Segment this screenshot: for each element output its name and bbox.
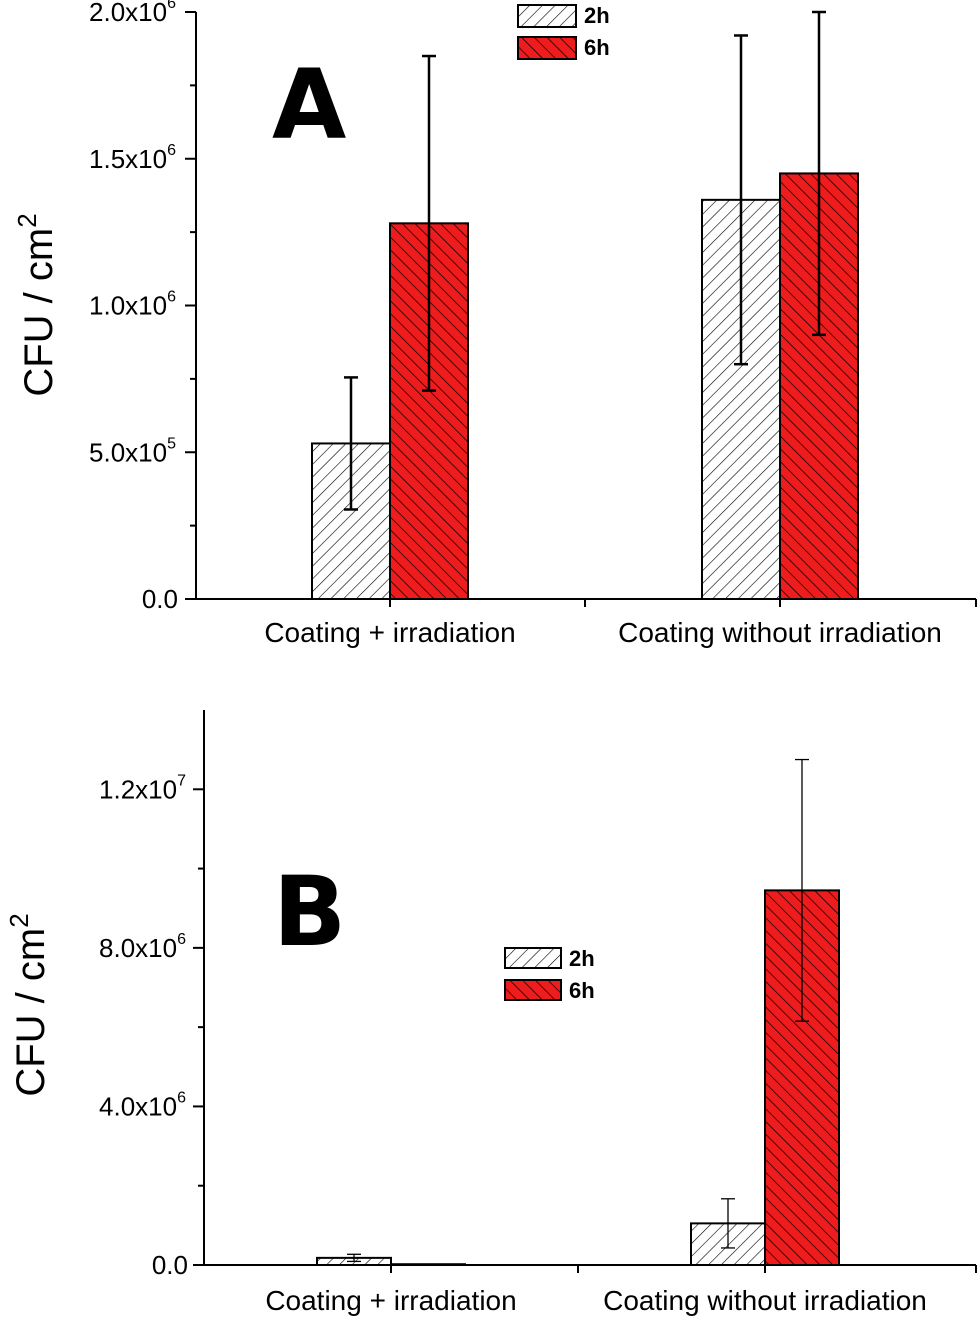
legend-label-6h: 6h bbox=[569, 978, 595, 1003]
panel-b-chart: 0.0 4.0x106 8.0x106 1.2x107 Coating + irradi… bbox=[4, 710, 977, 1316]
category-label: Coating + irradiation bbox=[264, 617, 515, 648]
legend-swatch-6h bbox=[504, 979, 562, 1001]
y-tick-label: 2.0x106 bbox=[89, 0, 176, 27]
legend-label-2h: 2h bbox=[584, 3, 610, 28]
panel-label: A bbox=[272, 49, 346, 161]
bar-6h-irradiation bbox=[390, 1263, 466, 1267]
category-label: Coating without irradiation bbox=[603, 1285, 927, 1316]
legend-swatch-2h bbox=[504, 947, 562, 969]
y-tick-label: 1.2x107 bbox=[99, 772, 186, 804]
y-tick-label: 0.0 bbox=[152, 1250, 188, 1280]
y-tick-label: 8.0x106 bbox=[99, 931, 186, 963]
panel-a-chart: 0.0 5.0x105 1.0x106 1.5x106 2.0x106 Coating +… bbox=[12, 0, 977, 648]
bar-6h-no-irradiation bbox=[764, 889, 840, 1266]
category-label: Coating + irradiation bbox=[265, 1285, 516, 1316]
legend-label-6h: 6h bbox=[584, 35, 610, 60]
y-axis-label: CFU / cm2 bbox=[12, 213, 61, 396]
category-label: Coating without irradiation bbox=[618, 617, 942, 648]
y-tick-label: 5.0x105 bbox=[89, 435, 176, 467]
legend-swatch-6h bbox=[517, 36, 577, 60]
y-tick-label: 1.0x106 bbox=[89, 289, 176, 321]
y-tick-label: 1.5x106 bbox=[89, 142, 176, 174]
legend-swatch-2h bbox=[517, 4, 577, 28]
legend-label-2h: 2h bbox=[569, 946, 595, 971]
panel-label: B bbox=[273, 856, 346, 968]
y-axis-label: CFU / cm2 bbox=[4, 913, 53, 1096]
y-tick-label: 4.0x106 bbox=[99, 1089, 186, 1121]
y-tick-label: 0.0 bbox=[142, 584, 178, 614]
